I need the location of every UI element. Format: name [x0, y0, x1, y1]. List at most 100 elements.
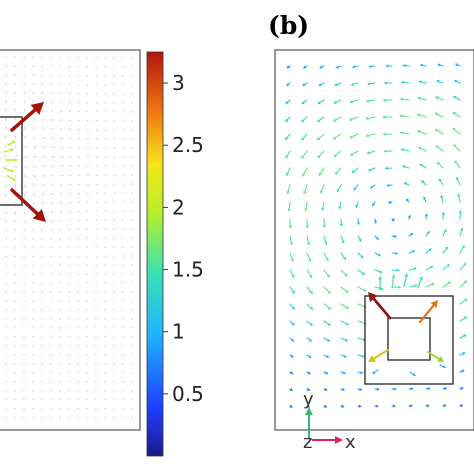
- field-arrow: [131, 165, 134, 167]
- field-arrow: [86, 183, 90, 186]
- field-arrow: [5, 65, 7, 68]
- field-arrow: [289, 269, 295, 279]
- field-arrow: [50, 300, 52, 303]
- field-arrow: [113, 174, 116, 176]
- field-arrow: [103, 398, 106, 401]
- field-arrow: [23, 407, 25, 410]
- field-arrow: [14, 282, 16, 285]
- field-arrow: [59, 237, 62, 240]
- field-arrow: [335, 65, 342, 69]
- field-arrow: [104, 273, 106, 275]
- field-arrow: [357, 286, 367, 292]
- field-arrow: [323, 303, 332, 310]
- field-arrow: [50, 219, 53, 222]
- field-arrow: [94, 335, 97, 338]
- field-arrow: [14, 389, 16, 392]
- field-arrow: [391, 404, 397, 408]
- field-arrow: [95, 192, 98, 194]
- field-arrow: [4, 210, 7, 215]
- field-arrow: [41, 228, 44, 232]
- field-arrow: [104, 174, 107, 176]
- field-arrow: [67, 371, 70, 374]
- field-arrow: [95, 228, 98, 231]
- field-arrow: [85, 380, 88, 383]
- field-arrow: [94, 353, 97, 356]
- field-arrow: [285, 82, 291, 87]
- field-arrow: [14, 300, 16, 303]
- field-arrow: [356, 218, 361, 226]
- field-arrow: [122, 246, 124, 248]
- field-arrow: [122, 237, 125, 239]
- field-arrow: [323, 320, 332, 326]
- field-arrow: [453, 79, 461, 84]
- field-arrow: [323, 371, 329, 375]
- field-arrow: [122, 165, 125, 167]
- field-arrow: [77, 264, 79, 267]
- field-arrow: [387, 200, 393, 204]
- field-arrow: [50, 65, 52, 68]
- field-arrow: [86, 101, 89, 104]
- field-arrow: [95, 129, 98, 131]
- field-arrow: [7, 140, 16, 146]
- field-arrow: [68, 192, 72, 195]
- field-arrow: [303, 184, 308, 195]
- field-arrow: [86, 128, 89, 131]
- field-arrow: [14, 380, 16, 383]
- field-arrow: [121, 326, 124, 329]
- field-arrow: [373, 218, 378, 224]
- field-arrow: [130, 389, 133, 392]
- field-arrow: [351, 167, 359, 174]
- field-arrow: [459, 352, 466, 356]
- field-arrow: [95, 282, 97, 284]
- field-arrow: [122, 201, 125, 203]
- field-arrow: [86, 174, 90, 176]
- field-arrow: [402, 64, 410, 68]
- field-arrow: [68, 146, 72, 149]
- field-arrow: [41, 146, 46, 149]
- field-arrow: [399, 114, 410, 118]
- field-arrow: [59, 119, 63, 122]
- colorbar-gradient: [146, 51, 164, 457]
- field-arrow: [14, 174, 17, 179]
- field-arrow: [340, 320, 350, 326]
- strong-arrow: [368, 292, 392, 320]
- field-arrow: [23, 318, 25, 321]
- field-arrow: [67, 380, 70, 383]
- field-arrow: [32, 318, 34, 321]
- field-arrow: [442, 404, 447, 408]
- field-arrow: [32, 136, 36, 140]
- field-arrow: [401, 165, 410, 169]
- field-arrow: [121, 344, 124, 347]
- field-arrow: [86, 273, 88, 276]
- field-arrow: [68, 101, 71, 104]
- field-arrow: [323, 286, 331, 294]
- field-arrow: [112, 407, 115, 410]
- field-arrow: [5, 371, 7, 374]
- field-arrow: [85, 300, 88, 302]
- field-arrow: [104, 237, 107, 239]
- field-arrow: [459, 369, 465, 373]
- field-arrow: [14, 155, 18, 158]
- field-arrow: [68, 291, 70, 294]
- field-arrow: [417, 146, 427, 152]
- field-arrow: [131, 93, 134, 95]
- field-arrow: [14, 228, 16, 232]
- field-arrow: [49, 380, 52, 383]
- field-arrow: [318, 167, 325, 177]
- field-arrow: [113, 237, 116, 239]
- field-arrow: [68, 246, 70, 249]
- field-arrow: [4, 117, 7, 122]
- field-arrow: [385, 64, 393, 68]
- field-arrow: [58, 345, 61, 347]
- field-arrow: [357, 404, 362, 408]
- field-arrow: [437, 63, 444, 67]
- field-arrow: [112, 326, 115, 329]
- field-arrow: [5, 82, 7, 86]
- field-arrow: [95, 65, 97, 68]
- field-arrow: [58, 416, 61, 419]
- field-arrow: [286, 184, 291, 195]
- field-arrow: [131, 129, 134, 131]
- field-arrow: [77, 137, 81, 140]
- field-arrow: [113, 183, 116, 185]
- field-arrow: [300, 116, 308, 123]
